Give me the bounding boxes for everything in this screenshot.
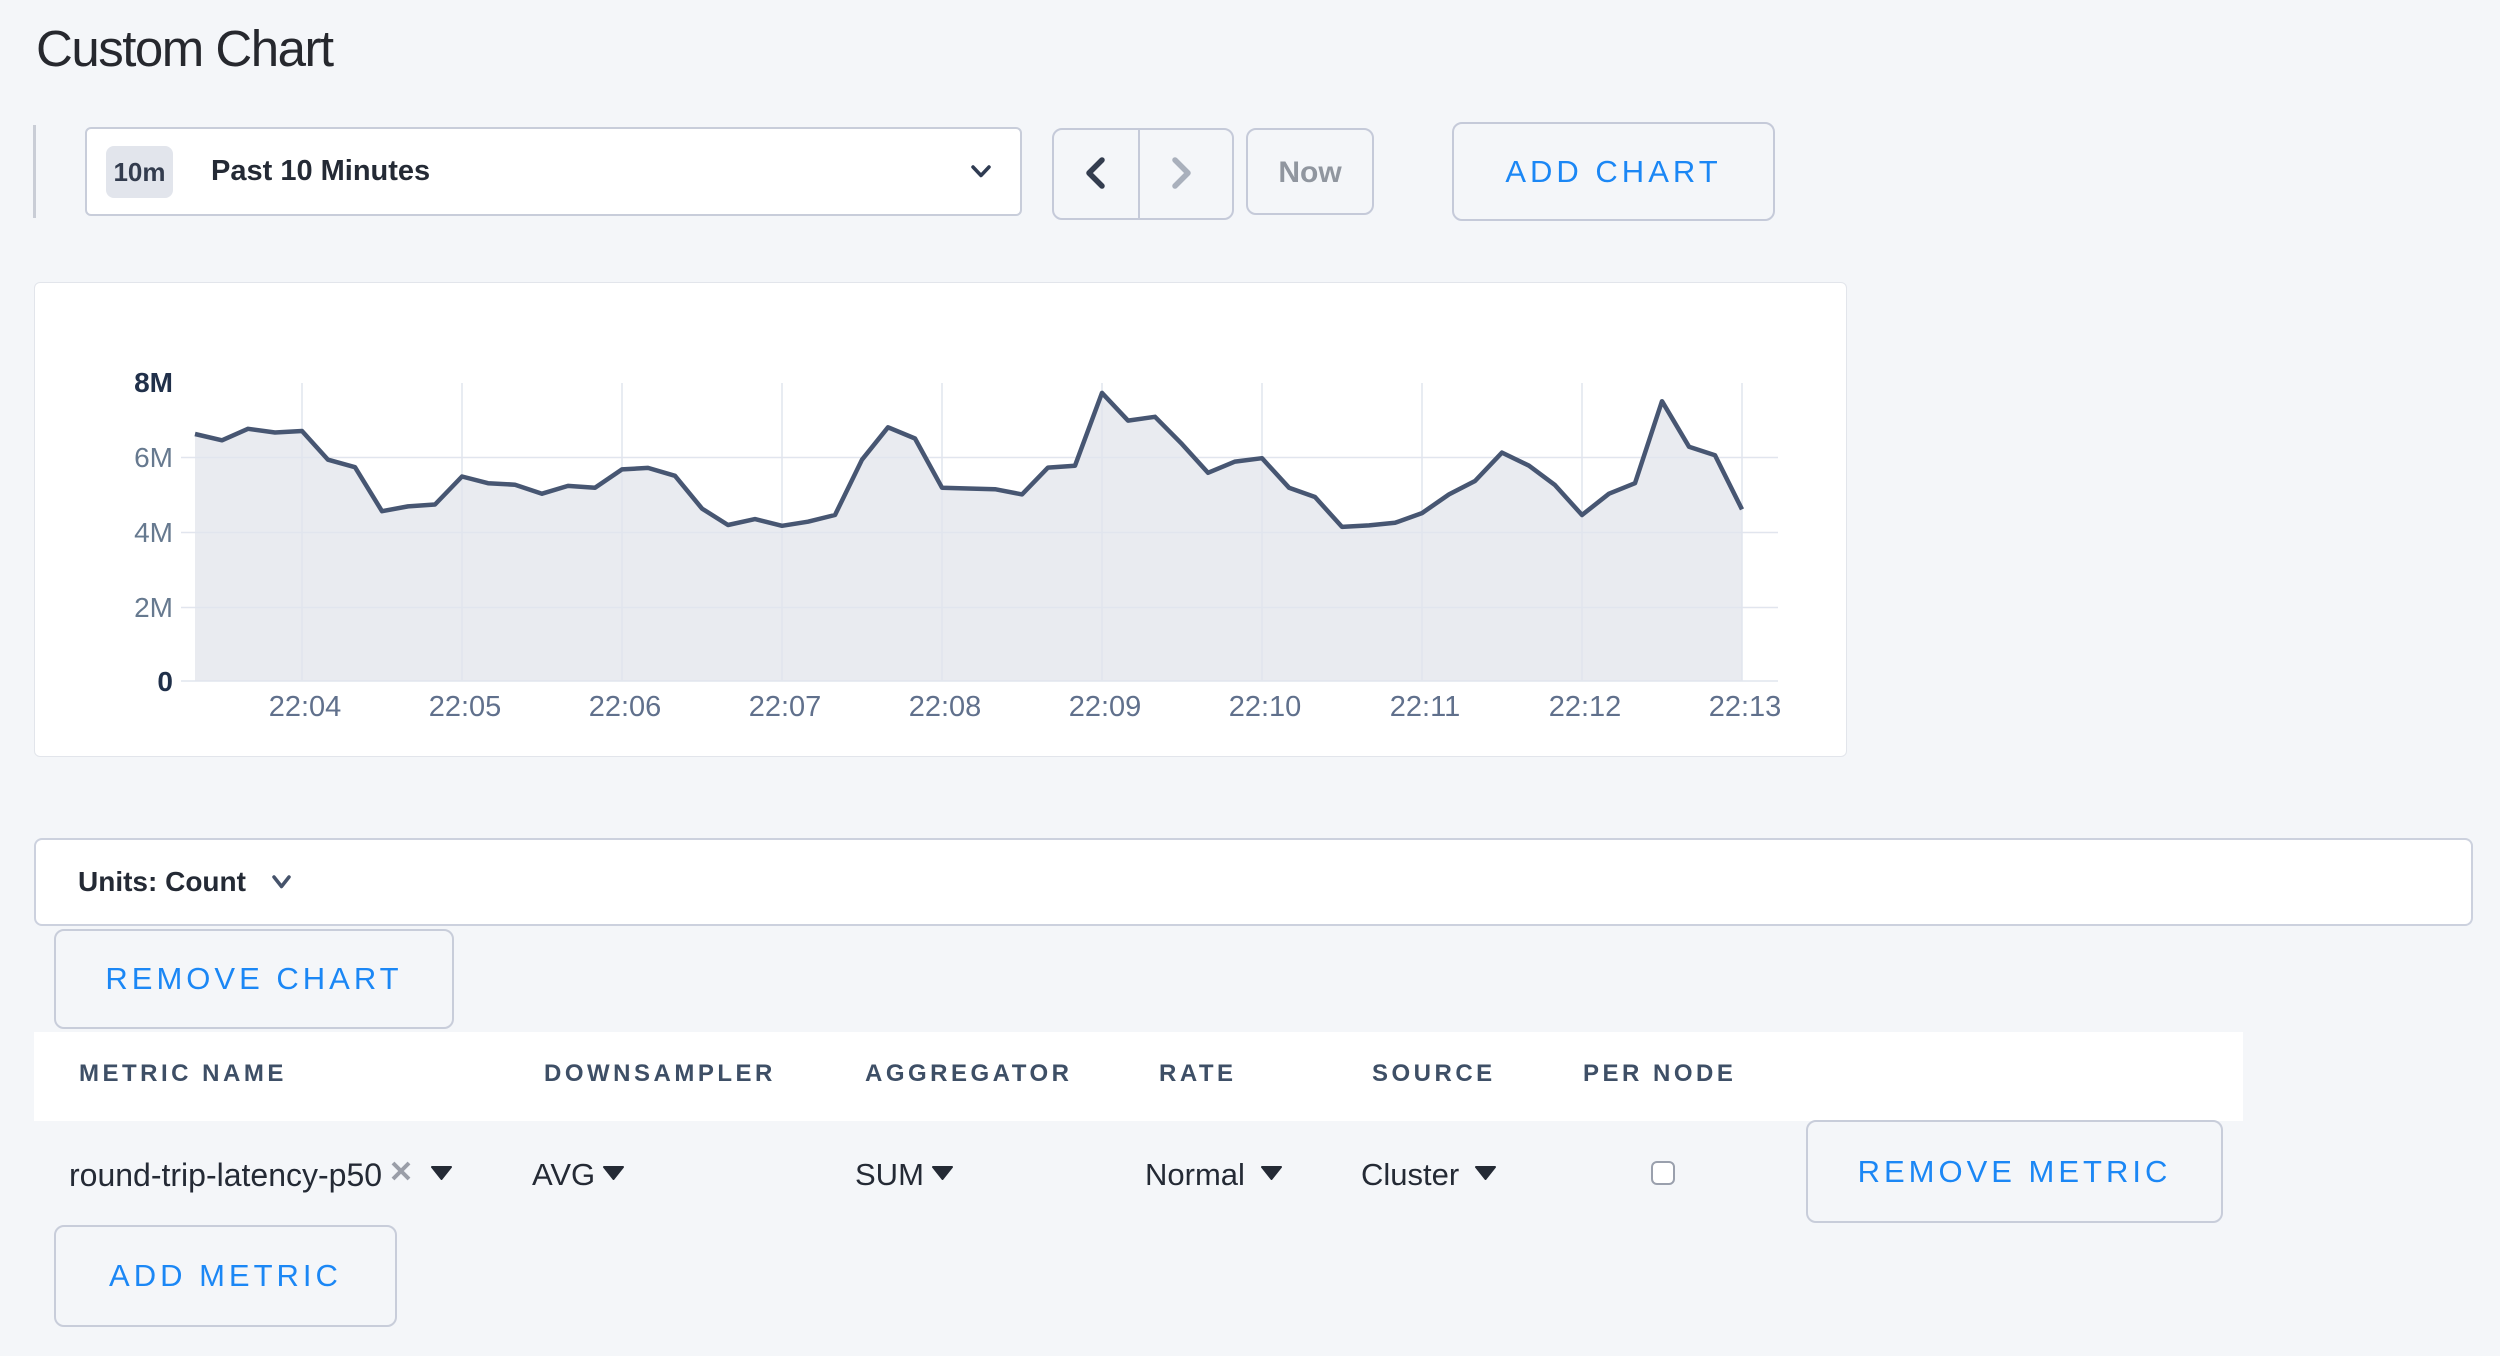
svg-text:8M: 8M xyxy=(134,367,173,398)
svg-text:6M: 6M xyxy=(134,442,173,473)
svg-text:22:04: 22:04 xyxy=(269,691,342,723)
svg-text:22:10: 22:10 xyxy=(1229,691,1302,723)
svg-text:22:05: 22:05 xyxy=(429,691,502,723)
svg-text:2M: 2M xyxy=(134,592,173,623)
svg-text:22:09: 22:09 xyxy=(1069,691,1142,723)
svg-text:0: 0 xyxy=(157,666,173,697)
svg-text:22:13: 22:13 xyxy=(1709,691,1782,723)
svg-text:22:08: 22:08 xyxy=(909,691,982,723)
svg-text:22:11: 22:11 xyxy=(1390,691,1460,723)
svg-text:22:06: 22:06 xyxy=(589,691,662,723)
svg-text:22:07: 22:07 xyxy=(749,691,822,723)
svg-text:22:12: 22:12 xyxy=(1549,691,1622,723)
svg-text:4M: 4M xyxy=(134,517,173,548)
